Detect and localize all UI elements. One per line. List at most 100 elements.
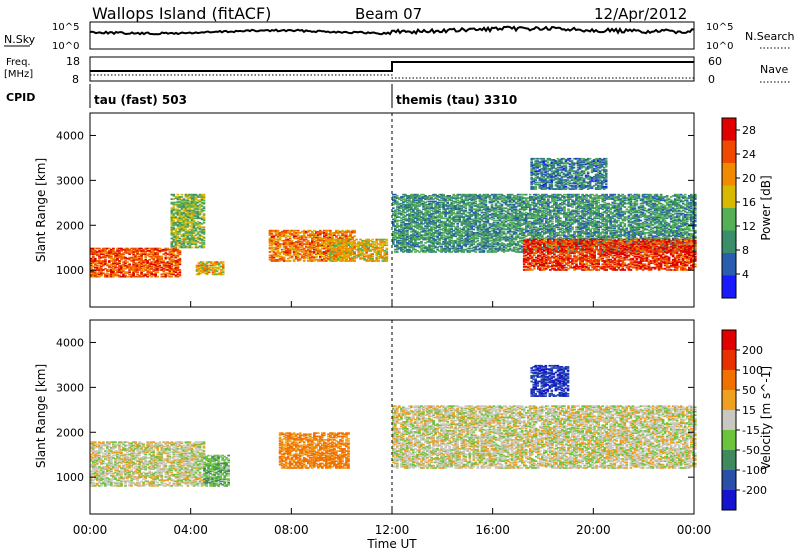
heatmap-cell [271, 233, 274, 235]
noise-left-tick-top: 10^5 [52, 22, 79, 33]
cpid-segment-1: tau (fast) 503 [94, 93, 187, 107]
heatmap-cell [420, 211, 423, 213]
heatmap-cell [303, 260, 306, 262]
heatmap-cell [452, 223, 455, 225]
heatmap-cell [203, 216, 206, 218]
freq-label-1: Freq. [6, 57, 31, 68]
station-title: Wallops Island (fitACF) [92, 4, 271, 23]
noise-right-label: N.Search [745, 30, 795, 43]
heatmap-cell [177, 194, 180, 196]
freq-label-2: [MHz] [4, 69, 33, 80]
heatmap-cell [386, 239, 389, 241]
heatmap-cell [386, 244, 389, 246]
heatmap-cell [202, 261, 205, 263]
cpid-panel: CPID tau (fast) 503 themis (tau) 3310 [6, 84, 517, 108]
echo-band [90, 248, 181, 278]
heatmap-cell [475, 251, 478, 253]
heatmap-cell [339, 258, 342, 260]
heatmap-cell [377, 260, 380, 262]
beam-title: Beam 07 [355, 5, 422, 23]
heatmap-cell [179, 269, 182, 271]
heatmap-cell [353, 230, 356, 232]
heatmap-cell [203, 226, 206, 228]
heatmap-cell [440, 246, 443, 248]
noise-left-tick-bottom: 10^0 [52, 41, 79, 52]
heatmap-cell [353, 235, 356, 237]
heatmap-cell [475, 201, 478, 203]
heatmap-cell [94, 258, 97, 260]
heatmap-cell [456, 225, 459, 227]
heatmap-cell [485, 204, 488, 206]
heatmap-cell [386, 242, 389, 244]
heatmap-cell [493, 217, 496, 219]
heatmap-cell [161, 256, 164, 258]
heatmap-cell [456, 223, 459, 225]
power-heatmap-cells [90, 158, 697, 278]
heatmap-cell [396, 251, 399, 253]
heatmap-cell [128, 271, 131, 273]
heatmap-cell [371, 258, 374, 260]
heatmap-cell [277, 230, 280, 232]
heatmap-cell [353, 260, 356, 262]
heatmap-cell [203, 246, 206, 248]
heatmap-cell [477, 238, 480, 240]
heatmap-cell [203, 229, 206, 231]
heatmap-cell [203, 199, 206, 201]
heatmap-cell [315, 256, 318, 258]
noise-right-tick-bottom: 10^0 [706, 41, 733, 52]
cpid-segment-2: themis (tau) 3310 [396, 93, 517, 107]
heatmap-cell [136, 271, 139, 273]
heatmap-cell [440, 215, 443, 217]
heatmap-cell [465, 207, 468, 209]
heatmap-cell [491, 204, 494, 206]
heatmap-cell [173, 220, 176, 222]
heatmap-cell [371, 256, 374, 258]
heatmap-cell [92, 256, 95, 258]
heatmap-cell [345, 258, 348, 260]
heatmap-cell [222, 263, 225, 265]
heatmap-cell [329, 230, 332, 232]
heatmap-cell [353, 251, 356, 253]
heatmap-cell [371, 239, 374, 241]
heatmap-cell [171, 276, 174, 278]
heatmap-cell [465, 210, 468, 212]
frequency-panel: Freq. [MHz] 18 8 60 0 Nave [4, 55, 790, 86]
heatmap-cell [349, 255, 352, 257]
heatmap-cell [283, 257, 286, 259]
heatmap-cell [179, 263, 182, 265]
heatmap-cell [392, 207, 395, 209]
heatmap-cell [396, 195, 399, 197]
noise-left-label: N.Sky [4, 33, 36, 46]
heatmap-cell [420, 225, 423, 227]
heatmap-cell [173, 194, 176, 196]
heatmap-cell [297, 230, 300, 232]
cpid-label: CPID [6, 91, 35, 104]
heatmap-cell [126, 261, 129, 263]
heatmap-cell [386, 251, 389, 253]
heatmap-cell [396, 223, 399, 225]
heatmap-cell [216, 270, 219, 272]
heatmap-cell [173, 206, 176, 208]
echo-band [196, 261, 225, 275]
heatmap-cell [501, 204, 504, 206]
heatmap-cell [179, 271, 182, 273]
heatmap-cell [203, 237, 206, 239]
heatmap-cell [203, 194, 206, 196]
heatmap-cell [434, 251, 437, 253]
heatmap-cell [497, 201, 500, 203]
heatmap-cell [420, 241, 423, 243]
heatmap-cell [156, 271, 159, 273]
heatmap-cell [529, 194, 532, 196]
heatmap-cell [159, 265, 162, 267]
heatmap-cell [291, 240, 294, 242]
heatmap-cell [203, 206, 206, 208]
freq-tick-bottom: 8 [72, 73, 79, 86]
heatmap-cell [442, 194, 445, 196]
heatmap-cell [203, 240, 206, 242]
heatmap-cell [179, 250, 182, 252]
heatmap-cell [289, 238, 292, 240]
heatmap-cell [191, 247, 194, 249]
freq-tick-top: 18 [66, 55, 80, 68]
heatmap-cell [128, 263, 131, 265]
